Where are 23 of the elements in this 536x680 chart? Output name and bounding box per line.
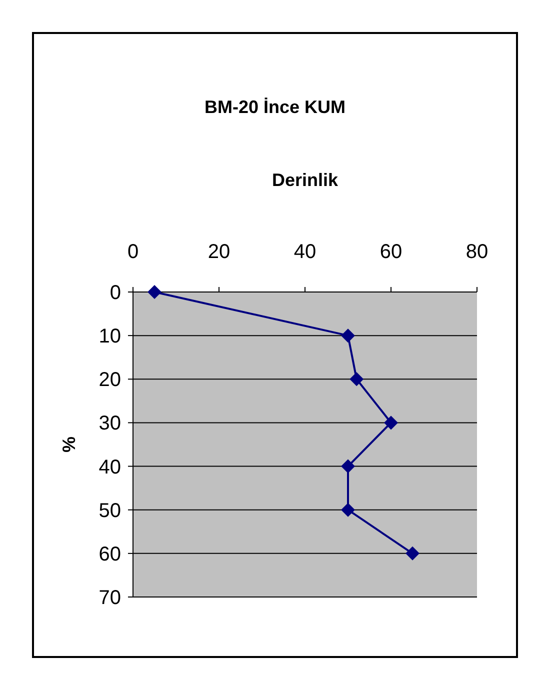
y-tick-label: 40: [98, 456, 121, 478]
point: [341, 459, 355, 474]
y-tick-label: 70: [98, 587, 121, 609]
point: [384, 416, 398, 430]
point: [350, 372, 364, 386]
point: [148, 285, 162, 299]
point: [406, 546, 420, 560]
x-tick-label: 0: [127, 241, 139, 263]
chart-title: BM-20 İnce KUM: [204, 97, 346, 117]
point: [341, 502, 355, 517]
x-tick-label: 40: [294, 241, 316, 263]
y-tick-label: 30: [98, 412, 121, 435]
point: [341, 328, 355, 343]
y-tick-label: 0: [110, 282, 121, 304]
y-tick-label: 50: [98, 500, 121, 522]
x-axis-title: Derinlik: [272, 170, 339, 190]
x-tick-label: 60: [380, 241, 402, 263]
y-tick-label: 10: [98, 326, 121, 348]
y-axis-title: %: [59, 436, 79, 453]
x-tick-label: 80: [466, 241, 488, 263]
x-tick-label: 20: [208, 241, 230, 263]
y-tick-label: 60: [98, 543, 121, 566]
y-tick-label: 20: [98, 369, 121, 392]
